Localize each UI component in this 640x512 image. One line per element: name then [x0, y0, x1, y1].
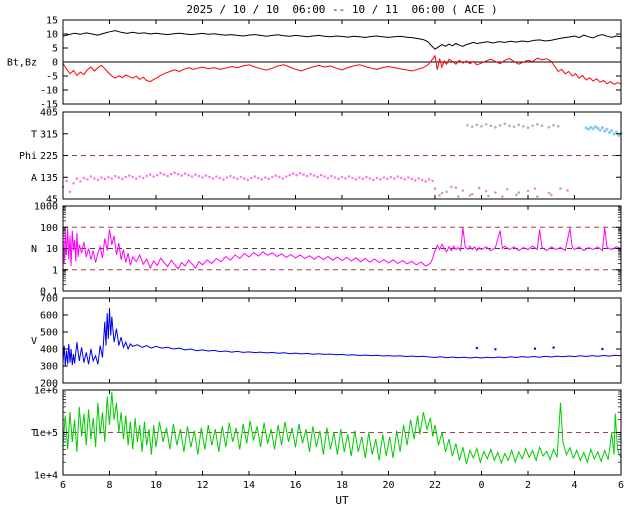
- svg-text:1e+5: 1e+5: [34, 428, 58, 439]
- svg-text:6: 6: [60, 480, 66, 491]
- svg-text:1e+4: 1e+4: [34, 471, 58, 482]
- svg-text:16: 16: [289, 480, 301, 491]
- svg-text:Phi: Phi: [19, 151, 37, 162]
- svg-text:600: 600: [40, 311, 58, 322]
- svg-text:500: 500: [40, 328, 58, 339]
- svg-text:10: 10: [150, 480, 162, 491]
- svg-text:18: 18: [336, 480, 348, 491]
- svg-text:15: 15: [46, 16, 58, 27]
- plot-title: 2025 / 10 / 10 06:00 -- 10 / 11 06:00 ( …: [186, 3, 498, 16]
- svg-text:0: 0: [52, 58, 58, 69]
- svg-text:10: 10: [46, 244, 58, 255]
- svg-text:4: 4: [571, 480, 577, 491]
- svg-text:12: 12: [196, 480, 208, 491]
- x-axis-label: UT: [335, 494, 349, 507]
- svg-text:45: 45: [46, 195, 58, 206]
- svg-text:1000: 1000: [34, 202, 58, 213]
- svg-text:Bt,Bz: Bt,Bz: [7, 58, 37, 69]
- svg-text:225: 225: [40, 151, 58, 162]
- svg-text:5: 5: [52, 44, 58, 55]
- svg-text:405: 405: [40, 108, 58, 119]
- svg-text:T: T: [31, 129, 37, 140]
- svg-text:1: 1: [52, 265, 58, 276]
- svg-text:0: 0: [478, 480, 484, 491]
- svg-text:1e+6: 1e+6: [34, 386, 58, 397]
- svg-text:8: 8: [106, 480, 112, 491]
- svg-text:T: T: [31, 428, 37, 439]
- svg-text:200: 200: [40, 379, 58, 390]
- svg-text:700: 700: [40, 294, 58, 305]
- svg-text:V: V: [31, 336, 37, 347]
- svg-text:A: A: [31, 173, 37, 184]
- svg-text:20: 20: [382, 480, 394, 491]
- svg-text:2: 2: [525, 480, 531, 491]
- svg-text:10: 10: [46, 30, 58, 41]
- svg-text:100: 100: [40, 223, 58, 234]
- svg-text:315: 315: [40, 129, 58, 140]
- svg-text:-5: -5: [46, 72, 58, 83]
- svg-text:0.1: 0.1: [40, 287, 58, 298]
- svg-text:-10: -10: [40, 86, 58, 97]
- svg-text:400: 400: [40, 345, 58, 356]
- svg-text:135: 135: [40, 173, 58, 184]
- svg-text:N: N: [31, 244, 37, 255]
- svg-text:14: 14: [243, 480, 255, 491]
- svg-text:22: 22: [429, 480, 441, 491]
- svg-text:300: 300: [40, 362, 58, 373]
- svg-text:6: 6: [618, 480, 624, 491]
- svg-text:-15: -15: [40, 100, 58, 111]
